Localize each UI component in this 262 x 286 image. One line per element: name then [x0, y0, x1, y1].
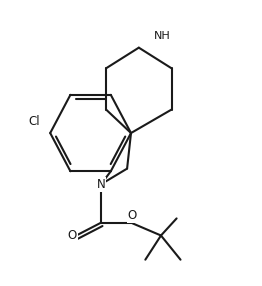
- Text: Cl: Cl: [29, 115, 40, 128]
- Text: O: O: [128, 209, 137, 222]
- Text: O: O: [68, 229, 77, 242]
- Text: NH: NH: [154, 31, 171, 41]
- Text: N: N: [97, 178, 105, 191]
